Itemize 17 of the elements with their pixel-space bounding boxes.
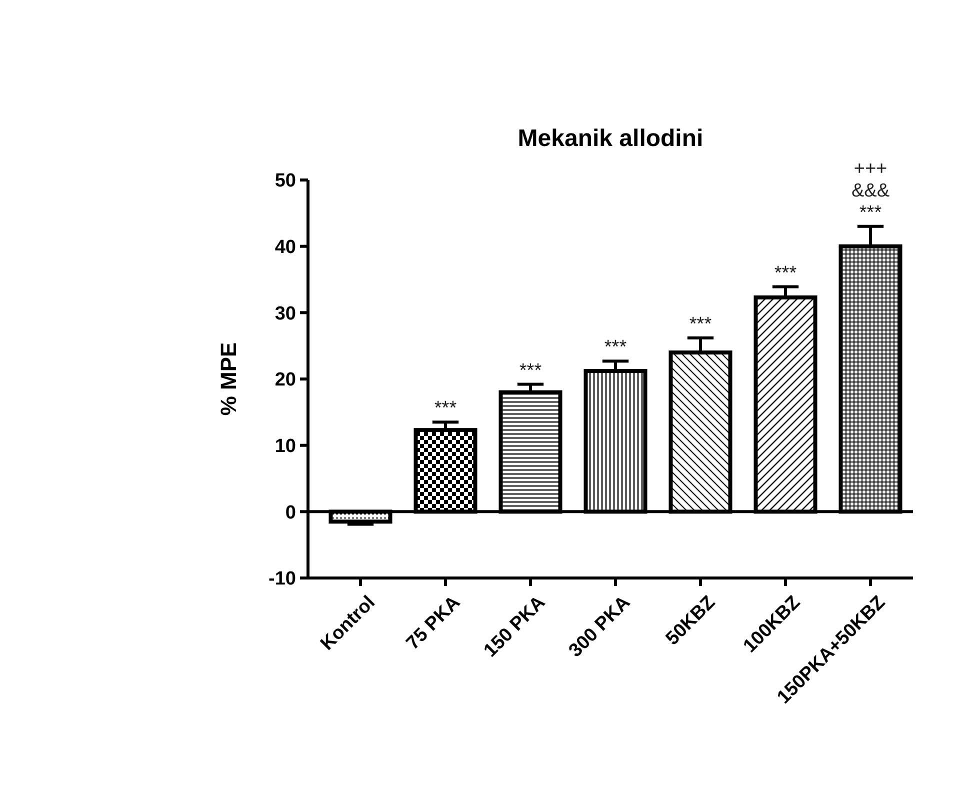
y-axis-title: % MPE xyxy=(216,342,241,416)
annotation: *** xyxy=(604,337,628,358)
y-tick-label: 0 xyxy=(285,502,296,524)
annotation: *** xyxy=(434,398,458,420)
annotation: *** xyxy=(519,360,542,382)
y-tick-label: 40 xyxy=(274,236,296,258)
y-tick-label: 20 xyxy=(274,370,296,391)
annotation: +++ xyxy=(854,158,888,180)
y-tick-label: -10 xyxy=(268,568,296,590)
y-tick-label: 50 xyxy=(274,170,296,192)
annotation: *** xyxy=(689,314,712,335)
chart-title: Mekanik allodini xyxy=(518,125,704,152)
y-tick-label: 10 xyxy=(274,436,296,457)
annotation: *** xyxy=(859,202,882,224)
y-tick-label: 30 xyxy=(274,303,296,324)
annotation: *** xyxy=(774,262,798,284)
annotation: &&& xyxy=(851,180,890,202)
